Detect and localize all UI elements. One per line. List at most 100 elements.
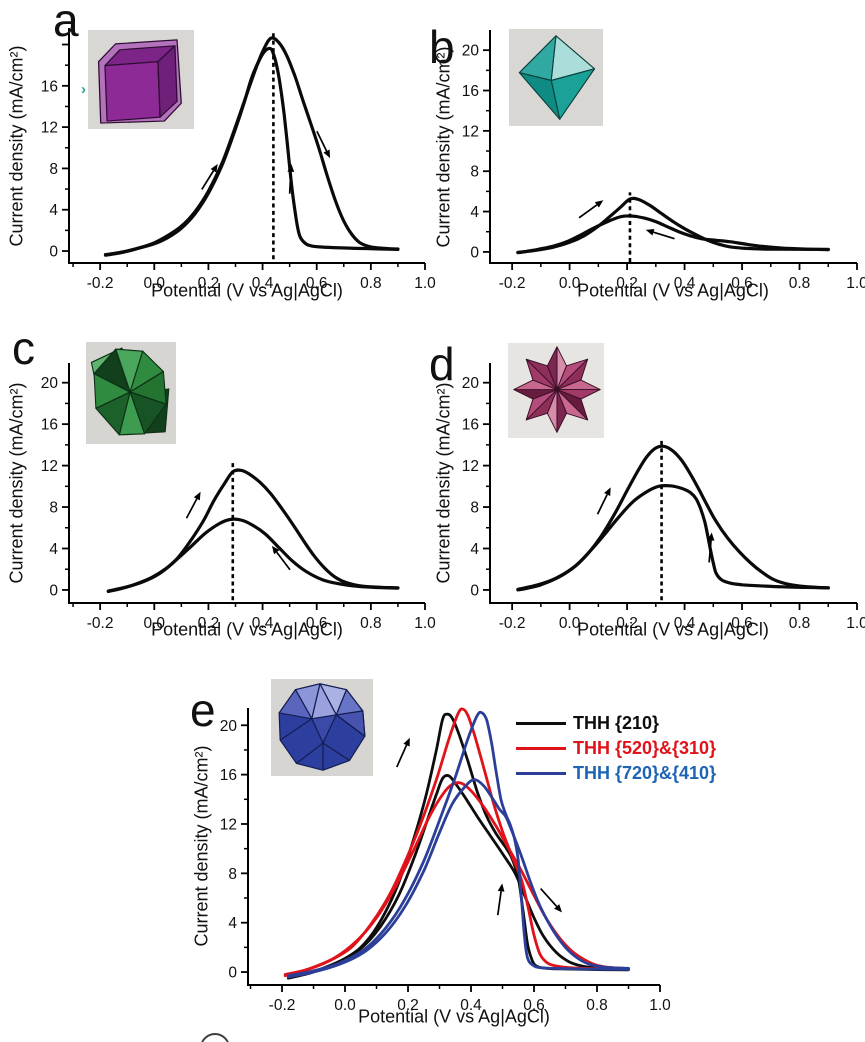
panel-a-plot: -0.2 0.0 0.2 0.4 0.6 0.8 1.0 0 4 8 12 16 [41,28,436,292]
trisoctahedron-nanocrystal-drawing [86,342,176,444]
x-tick-label: 0.2 [198,275,220,292]
y-tick-label: 4 [228,915,237,932]
y-tick-label: 20 [220,718,238,735]
panel-b-inset-octahedron-nanocrystal-image [509,29,603,126]
y-tick-label: 4 [49,202,58,219]
polyhedron-facet [550,68,596,120]
panel-c-letter: c [12,322,35,374]
y-tick-label: 4 [49,541,58,558]
octahedron-nanocrystal-drawing [509,29,603,126]
y-tick-label: 0 [228,965,237,982]
cv-curve [283,781,630,978]
y-tick-label: 12 [41,120,58,137]
x-tick-label: 0.6 [306,615,328,632]
x-tick-label: -0.2 [499,275,526,292]
axes [247,708,660,986]
polyhedron-edges [279,714,366,771]
stray-mark: › [81,81,86,98]
x-tick-label: 0.4 [252,275,274,292]
panel-d-plot: -0.2 0.0 0.2 0.4 0.6 0.8 1.0 0 4 8 12 16 20 [462,363,865,632]
panel-a-inset-cube-nanocrystal-image [88,30,194,129]
axes [489,363,857,604]
y-tick-label: 12 [220,816,237,833]
scan-direction-arrowhead [271,545,280,555]
x-tick-label: 0.2 [198,615,220,632]
cv-curve [286,778,630,979]
scan-direction-arrow [185,498,198,519]
y-tick-label: 0 [49,244,58,261]
scan-direction-arrowhead [323,149,331,159]
scan-direction-arrowhead [604,487,611,497]
x-tick-label: 0.0 [143,275,165,292]
scan-direction-arrowhead [193,491,201,501]
scan-direction-arrowhead [403,737,410,747]
polyhedron-facet [104,61,161,122]
x-tick-label: 0.0 [334,997,356,1014]
y-tick-label: 16 [462,83,479,100]
x-tick-label: 1.0 [649,997,671,1014]
cv-curve [286,710,630,978]
y-tick-label: 8 [470,164,479,181]
x-tick-label: 0.0 [143,615,165,632]
x-tick-label: -0.2 [87,275,114,292]
x-tick-label: 1.0 [414,615,436,632]
scan-direction-arrowhead [554,904,563,913]
cv-curve [516,444,830,591]
panel-c-x-axis-title: Potential (V vs Ag|AgCl) [151,619,343,640]
scan-direction-arrowhead [210,163,218,173]
scan-direction-arrow [653,231,675,240]
x-tick-label: 0.6 [731,275,753,292]
polyhedron-facet [311,714,337,744]
panel-e-y-axis-title: Current density (mA/cm²) [191,745,212,947]
x-tick-label: 0.4 [674,615,696,632]
x-tick-label: 0.8 [360,275,382,292]
x-tick-label: 0.8 [789,275,811,292]
scan-direction-arrow [539,888,558,907]
y-tick-label: 20 [41,375,59,392]
x-tick-label: 0.2 [397,997,419,1014]
legend-label: THH {520}&{310} [573,738,717,758]
icosahedron-nanocrystal-drawing [271,679,373,776]
y-tick-label: 12 [462,458,479,475]
x-tick-label: -0.2 [269,997,296,1014]
panel-a-y-axis-title: Current density (mA/cm²) [6,45,27,247]
y-tick-label: 0 [49,582,58,599]
panel-e-inset-icosahedron-nanocrystal-image [271,679,373,776]
x-tick-label: 1.0 [846,275,865,292]
legend-line-red [516,746,566,751]
panel-b-y-axis-title: Current density (mA/cm²) [433,46,454,248]
legend-line-blue [516,771,566,776]
y-tick-label: 16 [41,417,58,434]
legend-label: THH {720}&{410} [573,763,717,783]
cv-curve [516,196,830,254]
polyhedron-facet [278,689,313,720]
legend-item: THH {720}&{410} [516,761,716,786]
scan-direction-arrowhead [645,228,655,236]
axes [489,30,857,264]
hexoctahedron-nanocrystal-drawing [508,343,604,438]
panel-a-x-axis-title: Potential (V vs Ag|AgCl) [151,280,343,301]
panel-a-letter: a [53,0,79,46]
x-tick-label: 0.8 [360,615,382,632]
polyhedron-facet [93,348,131,393]
cv-curve [106,517,400,594]
y-tick-label: 4 [470,204,479,221]
cv-curve [103,36,400,257]
y-tick-label: 8 [49,161,58,178]
y-tick-label: 16 [41,78,58,95]
cv-curve [516,214,830,255]
y-tick-label: 20 [462,375,480,392]
scan-direction-arrowhead [707,532,715,541]
x-tick-label: 0.8 [586,997,608,1014]
panel-d-x-axis-title: Potential (V vs Ag|AgCl) [577,619,769,640]
scan-direction-arrow [496,891,502,916]
legend-line-black [516,721,566,726]
x-tick-label: 0.4 [252,615,274,632]
x-tick-label: -0.2 [499,615,526,632]
y-tick-label: 12 [462,123,479,140]
y-tick-label: 4 [470,541,479,558]
y-tick-label: 8 [49,500,58,517]
cv-curve [286,774,630,980]
polyhedron-facet [157,45,178,118]
